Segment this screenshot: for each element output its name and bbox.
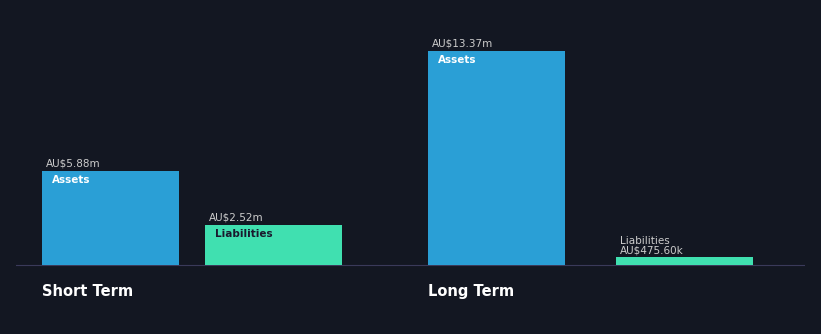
Bar (42, 171, 179, 265)
Text: Liabilities: Liabilities (621, 236, 670, 246)
Bar (616, 258, 753, 265)
Bar (428, 51, 565, 265)
Text: Liabilities: Liabilities (215, 229, 273, 239)
Text: AU$475.60k: AU$475.60k (621, 245, 684, 255)
Text: AU$13.37m: AU$13.37m (432, 38, 493, 48)
Text: AU$2.52m: AU$2.52m (209, 212, 264, 222)
Text: AU$5.88m: AU$5.88m (47, 158, 101, 168)
Text: Long Term: Long Term (428, 284, 514, 299)
Text: Short Term: Short Term (42, 284, 133, 299)
Text: Assets: Assets (53, 175, 91, 185)
Bar (205, 225, 342, 265)
Text: Assets: Assets (438, 55, 476, 65)
